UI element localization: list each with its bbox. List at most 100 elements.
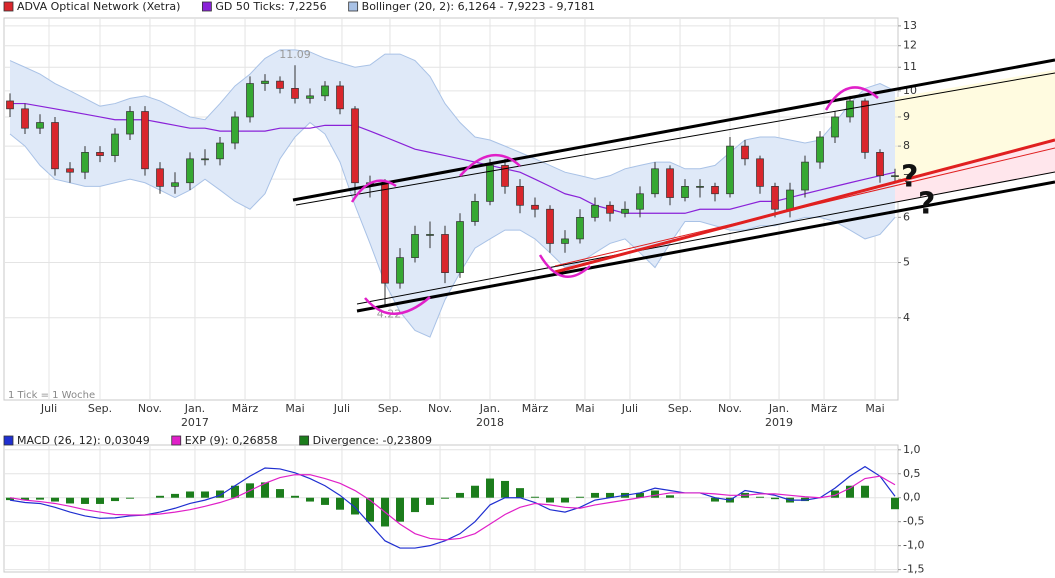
candle-body [96,152,104,156]
candle-body [486,165,494,202]
x-tick-label: Sep. [88,402,112,415]
candle-body [741,145,749,160]
legend-label: MACD (26, 12): 0,03049 [17,434,150,447]
candle-body [696,186,704,188]
arc [364,296,431,315]
x-tick-label: März [811,402,838,415]
candle-body [816,136,824,163]
candle-body [231,116,239,144]
legend-swatch [3,1,14,12]
y-tick-label: 8 [903,139,910,152]
divergence-bar [276,489,284,498]
divergence-bar [156,495,164,498]
x-tick-label: Juli [621,402,638,415]
candle-body [36,122,44,129]
divergence-bar [111,497,119,502]
x-tick-label: Jan. [768,402,789,415]
divergence-bar [771,497,779,500]
arc [350,179,397,203]
divergence-bar [336,497,344,510]
candle-body [336,85,344,110]
arc [824,86,879,111]
y-tick-label: -0,5 [903,515,924,528]
legend-swatch [348,1,359,12]
divergence-bar [861,485,869,498]
divergence-bar [831,490,839,498]
divergence-bar [66,497,74,504]
y-tick-label: 0,5 [903,467,921,480]
candle-body [561,238,569,244]
candle-body [21,108,29,129]
divergence-bar [666,495,674,498]
divergence-bar [486,478,494,498]
divergence-bar [636,492,644,498]
legend-swatch [171,435,182,446]
annotation: ? [918,187,935,222]
candle-body [756,158,764,187]
x-tick-label: Mai [285,402,304,415]
note: 1 Tick = 1 Woche [8,390,95,401]
high-label: 11.09 [279,48,311,61]
x-tick-label: März [522,402,549,415]
divergence-bar [216,490,224,498]
divergence-bar [546,497,554,503]
divergence-bar [21,497,29,501]
x-tick-label: Jan. [184,402,205,415]
y-tick-label: 5 [903,256,910,269]
divergence-bar [801,497,809,502]
candle-body [786,189,794,210]
candle-body [576,217,584,240]
divergence-bar [96,497,104,504]
x-tick-label: Juli [40,402,57,415]
channel-top [292,58,1055,202]
candle-body [381,182,389,284]
divergence-bar [411,497,419,513]
y-tick-label: -1,5 [903,563,924,576]
y-tick-label: 4 [903,311,910,324]
x-tick-label: Sep. [668,402,692,415]
divergence-bar [846,485,854,498]
y-tick-label: 9 [903,110,910,123]
legend-label: GD 50 Ticks: 7,2256 [215,0,326,13]
x-tick-label: Juli [333,402,350,415]
candle-body [426,234,434,236]
candle-body [396,257,404,284]
candle-body [276,80,284,89]
legend-swatch [3,435,14,446]
candle-body [351,108,359,184]
x-tick-label: März [232,402,259,415]
candle-body [291,88,299,99]
target-zone-upper [880,70,1055,186]
divergence-bar [756,496,764,498]
divergence-bar [471,485,479,498]
candle-body [186,158,194,184]
candle-body [606,204,614,214]
divergence-bar [591,492,599,498]
candle-body [876,152,884,177]
candle-body [111,133,119,156]
candle-body [801,161,809,191]
candle-body [216,142,224,160]
channel-bottom-inner [356,171,1055,305]
candle-body [516,186,524,206]
candle-body [261,80,269,84]
divergence-bar [366,497,374,522]
candle-body [51,122,59,170]
divergence-bar [291,495,299,498]
x-tick-label: Jan. [479,402,500,415]
x-tick-label: Sep. [378,402,402,415]
annotation: ? [901,160,918,195]
indicator-line [9,465,896,549]
arc [459,153,521,177]
divergence-bar [441,497,449,499]
divergence-bar [561,497,569,503]
x-tick-label: Mai [575,402,594,415]
candle-body [891,175,899,178]
background [3,17,1055,573]
candle-body [546,208,554,244]
year-label: 2018 [476,416,504,429]
divergence-bar [171,493,179,498]
y-tick-label: 6 [903,210,910,223]
candle-body [306,95,314,99]
candle-body [861,100,869,153]
